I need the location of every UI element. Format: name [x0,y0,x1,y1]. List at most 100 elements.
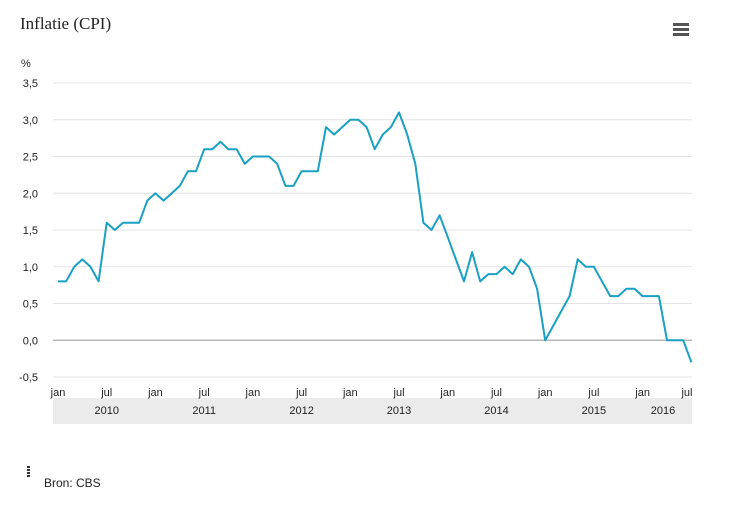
data-point[interactable] [136,220,142,226]
y-tick-label: 2,0 [23,188,38,200]
data-point[interactable] [688,359,694,365]
data-point[interactable] [558,308,564,314]
data-point[interactable] [169,190,175,196]
data-point[interactable] [526,264,532,270]
hamburger-menu-icon[interactable] [673,23,689,36]
data-point[interactable] [88,264,94,270]
data-point[interactable] [477,278,483,284]
data-point[interactable] [607,293,613,299]
data-point[interactable] [299,168,305,174]
data-point[interactable] [550,323,556,329]
data-point[interactable] [583,264,589,270]
data-point[interactable] [404,132,410,138]
x-tick-label: jul [680,387,692,399]
data-point[interactable] [542,337,548,343]
data-point[interactable] [71,264,77,270]
data-point[interactable] [518,256,524,262]
data-point[interactable] [307,168,313,174]
data-point[interactable] [485,271,491,277]
data-point[interactable] [282,183,288,189]
x-tick-label: jan [50,387,66,399]
data-point[interactable] [339,124,345,130]
data-point[interactable] [575,256,581,262]
data-point[interactable] [323,124,329,130]
data-point[interactable] [372,146,378,152]
data-point[interactable] [672,337,678,343]
data-point[interactable] [242,161,248,167]
data-point[interactable] [120,220,126,226]
data-point[interactable] [461,278,467,284]
data-point[interactable] [315,168,321,174]
data-point[interactable] [615,293,621,299]
data-point[interactable] [648,293,654,299]
x-year-label: 2013 [387,405,411,417]
data-point[interactable] [437,212,443,218]
data-point[interactable] [494,271,500,277]
data-point[interactable] [656,293,662,299]
y-tick-label: 1,0 [23,262,38,274]
data-point[interactable] [632,286,638,292]
data-point[interactable] [79,256,85,262]
data-point[interactable] [364,124,370,130]
data-point[interactable] [510,271,516,277]
y-tick-label: 3,0 [23,115,38,127]
x-tick-label: jan [147,387,163,399]
data-point[interactable] [469,249,475,255]
data-point[interactable] [567,293,573,299]
data-point[interactable] [599,278,605,284]
data-point[interactable] [112,227,118,233]
x-year-label: 2015 [582,405,606,417]
data-point[interactable] [396,109,402,115]
x-tick-label: jul [198,387,210,399]
data-point[interactable] [55,278,61,284]
data-point[interactable] [96,278,102,284]
data-point[interactable] [591,264,597,270]
data-point[interactable] [234,146,240,152]
data-point[interactable] [680,337,686,343]
x-tick-label: jan [537,387,553,399]
data-point[interactable] [453,256,459,262]
data-point[interactable] [331,132,337,138]
data-point[interactable] [209,146,215,152]
data-point[interactable] [420,220,426,226]
data-point[interactable] [128,220,134,226]
data-point[interactable] [291,183,297,189]
data-point[interactable] [104,220,110,226]
data-point[interactable] [226,146,232,152]
data-point[interactable] [193,168,199,174]
data-point[interactable] [63,278,69,284]
data-point[interactable] [347,117,353,123]
data-point[interactable] [534,286,540,292]
data-point[interactable] [250,154,256,160]
data-point[interactable] [388,124,394,130]
data-point[interactable] [355,117,361,123]
data-point[interactable] [177,183,183,189]
data-point[interactable] [161,198,167,204]
x-tick-label: jan [634,387,650,399]
chart-title: Inflatie (CPI) [20,14,112,33]
info-icon[interactable] [27,466,30,480]
data-point[interactable] [185,168,191,174]
x-tick-label: jul [100,387,112,399]
data-point[interactable] [144,198,150,204]
x-year-label: 2014 [484,405,508,417]
data-point[interactable] [201,146,207,152]
data-point[interactable] [640,293,646,299]
data-point[interactable] [445,234,451,240]
data-point[interactable] [429,227,435,233]
data-point[interactable] [266,154,272,160]
x-year-label: 2012 [289,405,313,417]
data-point[interactable] [623,286,629,292]
data-point[interactable] [412,161,418,167]
data-point[interactable] [664,337,670,343]
y-tick-label: 0,5 [23,299,38,311]
data-point[interactable] [152,190,158,196]
y-tick-label: 0,0 [23,335,38,347]
data-point[interactable] [274,161,280,167]
x-tick-label: jul [393,387,405,399]
data-point[interactable] [380,132,386,138]
data-point[interactable] [258,154,264,160]
data-point[interactable] [502,264,508,270]
data-point[interactable] [217,139,223,145]
